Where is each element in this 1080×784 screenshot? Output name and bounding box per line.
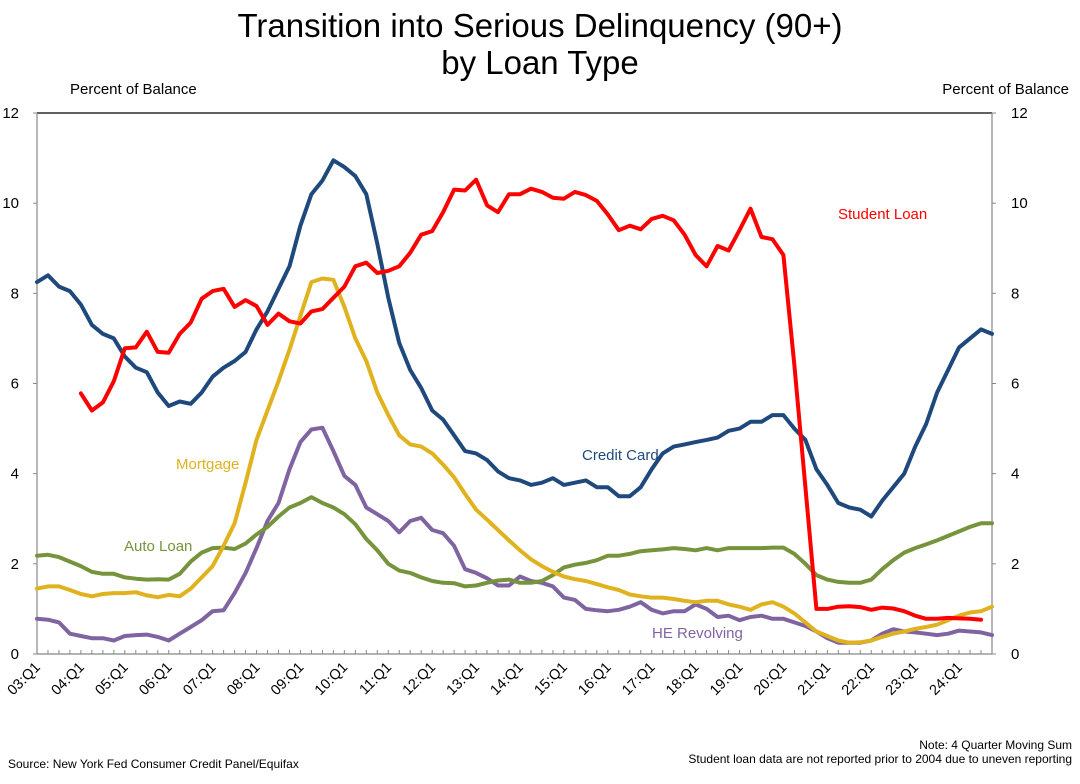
x-tick-label: 08:Q1 — [224, 660, 263, 699]
y-tick-label-left: 4 — [11, 466, 19, 483]
series-line-credit-card — [35, 158, 994, 519]
x-tick-label: 03:Q1 — [5, 660, 44, 699]
series-label-student-loan: Student Loan — [838, 206, 927, 223]
y-tick-label-right: 2 — [1011, 556, 1019, 573]
note-student-loan: Student loan data are not reported prior… — [688, 752, 1072, 766]
y-tick-label-right: 4 — [1011, 466, 1019, 483]
x-tick-label: 16:Q1 — [575, 660, 614, 699]
source-note: Source: New York Fed Consumer Credit Pan… — [8, 757, 299, 771]
chart-title: Transition into Serious Delinquency (90+… — [237, 7, 843, 44]
x-tick-label: 18:Q1 — [663, 660, 702, 699]
y-tick-label-right: 0 — [1011, 646, 1019, 663]
x-tick-label: 07:Q1 — [180, 660, 219, 699]
y-tick-label-right: 12 — [1011, 105, 1028, 122]
series-line-student-loan — [78, 177, 983, 622]
x-tick-label: 10:Q1 — [312, 660, 351, 699]
y-tick-label-right: 6 — [1011, 376, 1019, 393]
y-tick-label-right: 8 — [1011, 285, 1019, 302]
x-tick-label: 04:Q1 — [48, 660, 87, 699]
x-tick-label: 19:Q1 — [707, 660, 746, 699]
y-tick-label-left: 6 — [11, 376, 19, 393]
y-tick-label-right: 10 — [1011, 195, 1028, 212]
series-line-mortgage — [35, 276, 994, 645]
x-tick-label: 14:Q1 — [488, 660, 527, 699]
y-tick-label-left: 2 — [11, 556, 19, 573]
x-tick-label: 11:Q1 — [357, 660, 395, 698]
note-moving-sum: Note: 4 Quarter Moving Sum — [919, 738, 1072, 752]
y-axis-title-right: Percent of Balance — [942, 81, 1069, 98]
chart-subtitle: by Loan Type — [441, 44, 639, 81]
x-tick-label: 20:Q1 — [751, 660, 790, 699]
y-tick-label-left: 10 — [2, 195, 19, 212]
x-tick-label: 17:Q1 — [619, 660, 658, 699]
x-tick-label: 05:Q1 — [92, 660, 131, 699]
series-label-he-revolving: HE Revolving — [652, 625, 743, 642]
x-tick-label: 22:Q1 — [839, 660, 878, 699]
y-axis-title-left: Percent of Balance — [70, 81, 197, 98]
y-tick-label-left: 12 — [2, 105, 19, 122]
x-tick-label: 09:Q1 — [268, 660, 307, 699]
y-tick-label-left: 0 — [11, 646, 19, 663]
x-tick-label: 23:Q1 — [883, 660, 922, 699]
series-label-mortgage: Mortgage — [176, 456, 239, 473]
x-tick-label: 12:Q1 — [400, 660, 439, 699]
y-tick-label-left: 8 — [11, 285, 19, 302]
series-label-auto-loan: Auto Loan — [124, 538, 192, 555]
x-tick-label: 24:Q1 — [927, 660, 966, 699]
x-tick-label: 06:Q1 — [136, 660, 175, 699]
x-tick-label: 21:Q1 — [795, 660, 834, 699]
series-label-credit-card: Credit Card — [582, 447, 659, 464]
x-tick-label: 15:Q1 — [531, 660, 570, 699]
x-tick-label: 13:Q1 — [444, 660, 483, 699]
series-line-auto-loan — [35, 495, 994, 589]
